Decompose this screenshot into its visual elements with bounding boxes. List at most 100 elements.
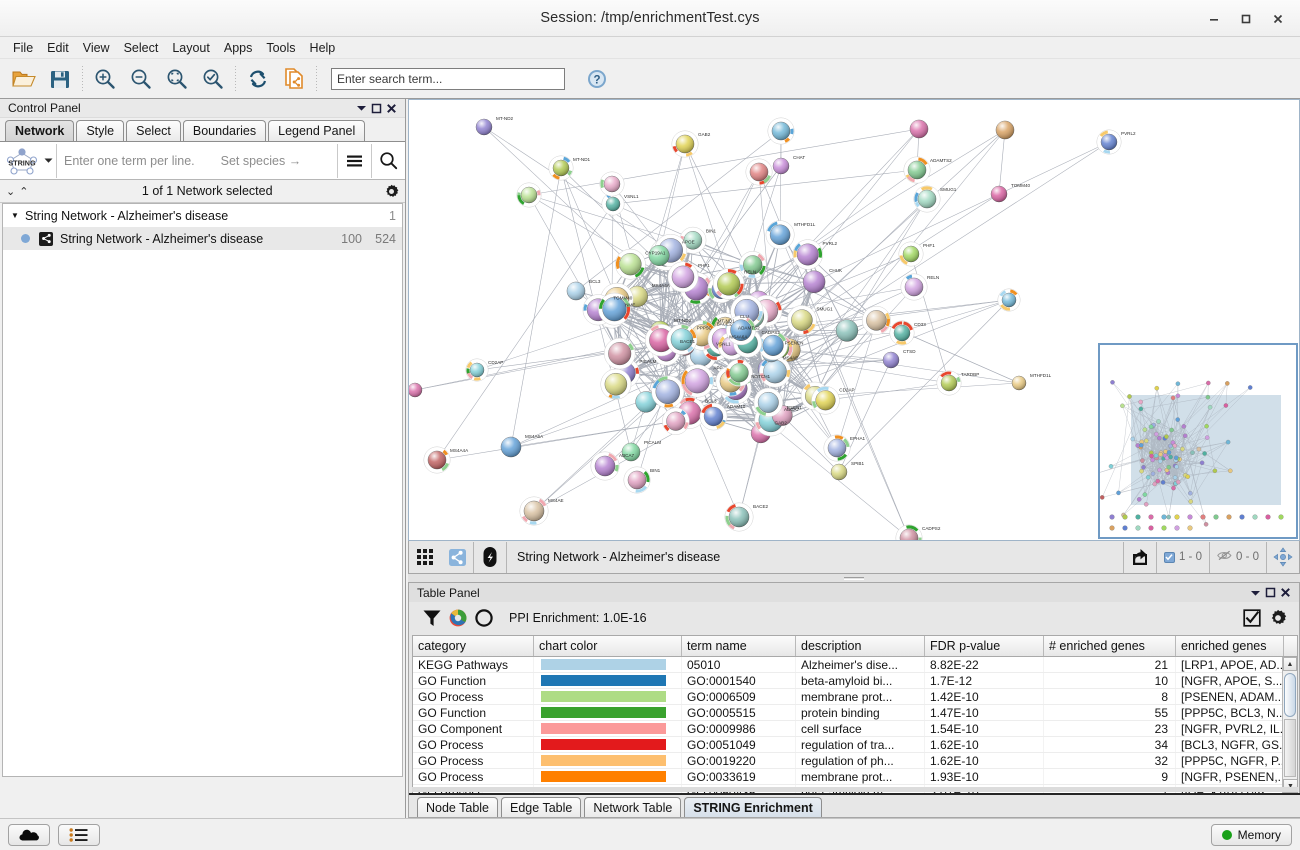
network-canvas[interactable]: MT-ND2 MT-ND1 VSNL1 GAB2 CHAT ADAMTS2 PVRL2 SMU…: [408, 99, 1300, 541]
network-tree-root-row[interactable]: ▼ String Network - Alzheimer's disease 1: [3, 204, 402, 227]
share-network-icon[interactable]: [441, 542, 473, 573]
cell-fdr: 1.62E-10: [925, 737, 1044, 752]
close-icon[interactable]: [1262, 4, 1294, 34]
filter-icon[interactable]: [419, 605, 445, 631]
expand-triangle-icon[interactable]: ▼: [11, 211, 19, 220]
cell-enriched-genes: [PSENEN, ADAM...: [1176, 689, 1284, 704]
float-icon[interactable]: [369, 101, 384, 116]
annotation-tool-icon[interactable]: [474, 542, 506, 573]
column-header-chart-color[interactable]: chart color: [534, 636, 682, 656]
chevron-down-icon[interactable]: [354, 101, 369, 116]
panel-splitter[interactable]: [408, 574, 1300, 582]
menu-select[interactable]: Select: [123, 40, 159, 55]
select-all-icon[interactable]: [1239, 605, 1265, 631]
table-row[interactable]: GO Function GO:0001540 beta-amyloid bi... 1…: [413, 673, 1297, 689]
close-icon[interactable]: [1278, 585, 1293, 600]
table-row[interactable]: KEGG Pathways 05010 Alzheimer's dise... 8.8…: [413, 657, 1297, 673]
gear-icon[interactable]: [384, 184, 399, 199]
scroll-up-arrow-icon[interactable]: ▲: [1283, 657, 1297, 671]
hamburger-icon[interactable]: [338, 143, 371, 179]
close-icon[interactable]: [384, 101, 399, 116]
help-icon[interactable]: ?: [579, 63, 615, 95]
column-header-category[interactable]: category: [413, 636, 534, 656]
hidden-nodes-badge[interactable]: 0 - 0: [1210, 550, 1266, 564]
double-chevron-down-icon[interactable]: ⌄: [6, 185, 16, 198]
float-icon[interactable]: [1263, 585, 1278, 600]
tab-legend-panel[interactable]: Legend Panel: [268, 120, 366, 141]
menu-view[interactable]: View: [82, 40, 110, 55]
birds-eye-view[interactable]: [1098, 343, 1298, 539]
share-network-icon: [39, 231, 53, 246]
scroll-track[interactable]: [1284, 719, 1296, 777]
table-row[interactable]: GO Process GO:0033619 membrane prot... 1.93…: [413, 769, 1297, 785]
tab-string-enrichment[interactable]: STRING Enrichment: [684, 797, 822, 817]
table-row[interactable]: GO Function GO:0005515 protein binding 1.47…: [413, 705, 1297, 721]
table-row[interactable]: GO Component GO:0009986 cell surface 1.54E-…: [413, 721, 1297, 737]
cell-term-name: 05010: [682, 657, 796, 672]
maximize-icon[interactable]: [1230, 4, 1262, 34]
menu-edit[interactable]: Edit: [47, 40, 69, 55]
save-icon[interactable]: [42, 63, 78, 95]
column-header-description[interactable]: description: [796, 636, 925, 656]
tab-boundaries[interactable]: Boundaries: [182, 120, 267, 141]
table-row[interactable]: GO Process GO:0051049 regulation of tra...…: [413, 737, 1297, 753]
export-network-icon[interactable]: [276, 63, 312, 95]
svg-text:RELN: RELN: [744, 270, 756, 275]
zoom-fit-icon[interactable]: [159, 63, 195, 95]
string-query-input[interactable]: Enter one term per line. Set species →: [57, 154, 337, 168]
network-child-edge-count: 524: [375, 231, 396, 246]
cell-fdr: 1.93E-10: [925, 769, 1044, 784]
string-search-bar: STRING Enter one term per line. Set spec…: [0, 142, 405, 180]
tab-network-table[interactable]: Network Table: [584, 797, 682, 817]
cloud-icon[interactable]: [8, 823, 50, 846]
table-vertical-scrollbar[interactable]: ▲ ▼: [1282, 657, 1297, 793]
menu-apps[interactable]: Apps: [223, 40, 253, 55]
scroll-thumb[interactable]: [1284, 673, 1296, 717]
fit-content-icon[interactable]: [1267, 542, 1299, 573]
svg-text:?: ?: [593, 74, 600, 86]
menu-file[interactable]: File: [13, 40, 34, 55]
tab-select[interactable]: Select: [126, 120, 181, 141]
menu-layout[interactable]: Layout: [172, 40, 210, 55]
chevron-down-icon[interactable]: [1248, 585, 1263, 600]
column-header-enriched-count[interactable]: # enriched genes: [1044, 636, 1176, 656]
refresh-icon[interactable]: [240, 63, 276, 95]
search-input[interactable]: Enter search term...: [331, 67, 565, 90]
species-dropdown-caret-icon[interactable]: [44, 157, 56, 164]
network-graph[interactable]: MT-ND2 MT-ND1 VSNL1 GAB2 CHAT ADAMTS2 PVRL2 SMU…: [409, 100, 1299, 540]
tab-network[interactable]: Network: [5, 120, 75, 141]
grid-view-icon[interactable]: [409, 542, 441, 573]
column-header-fdr-p-value[interactable]: FDR p-value: [925, 636, 1044, 656]
table-row[interactable]: GO Process GO:0019220 regulation of ph... 1…: [413, 753, 1297, 769]
network-tree-child-row[interactable]: String Network - Alzheimer's disease 100…: [3, 227, 402, 250]
column-header-enriched-genes[interactable]: enriched genes: [1176, 636, 1284, 656]
menu-tools[interactable]: Tools: [266, 40, 296, 55]
set-species-link[interactable]: Set species →: [220, 153, 302, 168]
svg-text:PSEN1: PSEN1: [787, 405, 803, 410]
cell-enriched-count: 9: [1044, 769, 1176, 784]
table-horizontal-scrollbar[interactable]: [412, 787, 1298, 792]
menu-help[interactable]: Help: [309, 40, 336, 55]
column-header-term-name[interactable]: term name: [682, 636, 796, 656]
svg-text:GAB2: GAB2: [775, 421, 788, 426]
table-row[interactable]: GO Process GO:0006509 membrane prot... 1.42…: [413, 689, 1297, 705]
open-folder-icon[interactable]: [6, 63, 42, 95]
list-icon[interactable]: [58, 823, 100, 846]
enrichment-table[interactable]: category chart color term name descripti…: [412, 635, 1298, 794]
zoom-selected-icon[interactable]: [195, 63, 231, 95]
search-icon[interactable]: [372, 143, 405, 179]
gear-icon[interactable]: [1265, 605, 1291, 631]
memory-status-button[interactable]: Memory: [1210, 823, 1292, 846]
selected-nodes-badge[interactable]: 1 - 0: [1157, 551, 1209, 563]
tab-style[interactable]: Style: [76, 120, 125, 141]
tab-edge-table[interactable]: Edge Table: [501, 797, 582, 817]
donut-chart-icon[interactable]: [471, 605, 497, 631]
minimize-icon[interactable]: [1198, 4, 1230, 34]
double-chevron-up-icon[interactable]: ⌃: [19, 185, 29, 198]
tab-node-table[interactable]: Node Table: [417, 797, 499, 817]
zoom-in-icon[interactable]: [87, 63, 123, 95]
export-image-icon[interactable]: [1124, 542, 1156, 573]
zoom-out-icon[interactable]: [123, 63, 159, 95]
cell-fdr: 1.54E-10: [925, 721, 1044, 736]
pie-chart-icon[interactable]: [445, 605, 471, 631]
